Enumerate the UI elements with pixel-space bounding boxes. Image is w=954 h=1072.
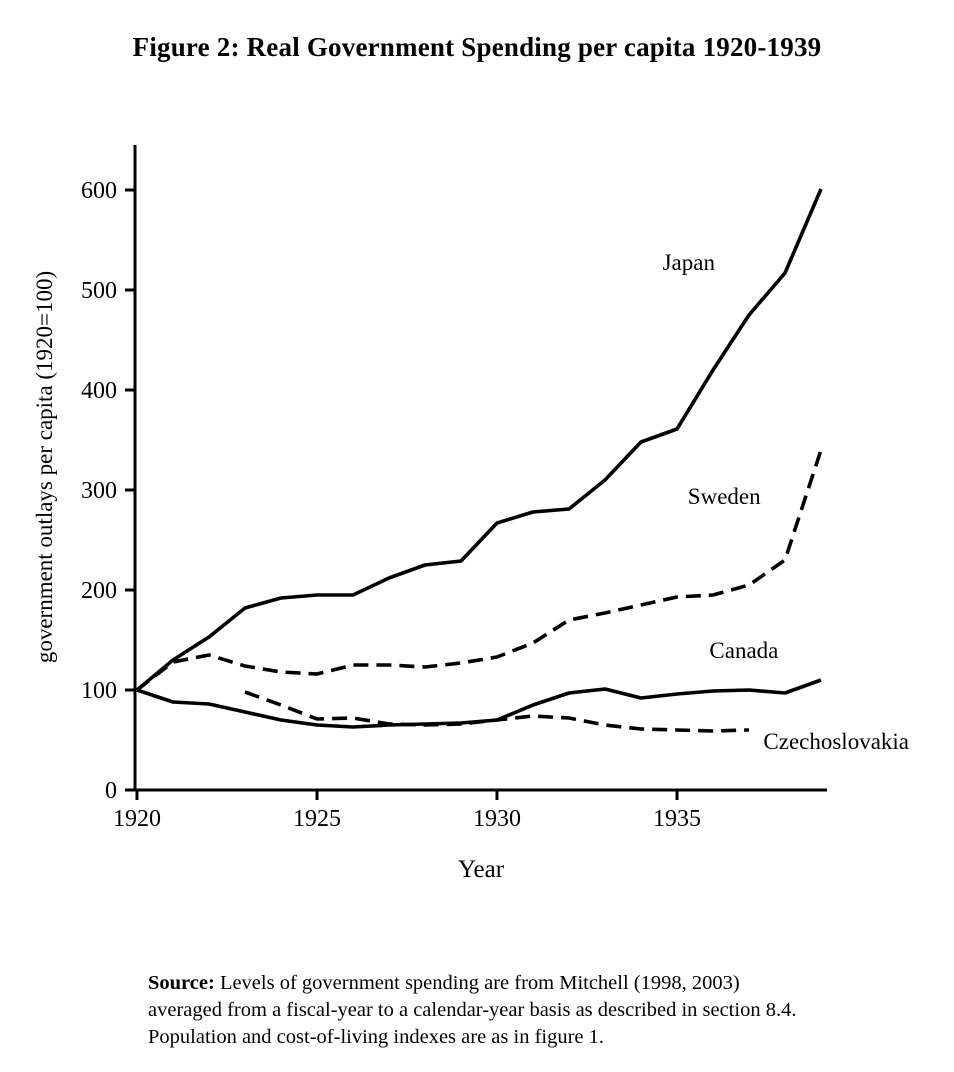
source-text: Levels of government spending are from M… [148,972,797,1049]
x-tick-label: 1935 [653,806,701,832]
y-tick-label: 300 [81,478,117,504]
series-line-czechoslovakia [244,690,750,733]
y-tick-label: 500 [81,278,117,304]
y-axis-title: government outlays per capita (1920=100) [32,271,57,663]
y-tick-label: 400 [81,378,117,404]
series-line-japan [135,188,823,692]
series-label-czechoslovakia: Czechoslovakia [763,729,909,754]
series-line-sweden [135,449,823,692]
x-tick-label: 1930 [473,806,521,832]
line-chart: 0 100 200 300 400 500 600 1920 1925 1930 1935 gover… [32,145,909,883]
y-tick-label: 100 [81,678,117,704]
series-label-canada: Canada [709,638,778,663]
series-label-sweden: Sweden [688,484,761,509]
source-label: Source: [148,972,215,994]
source-note: Source: Levels of government spending ar… [148,970,810,1051]
y-tick-label: 600 [81,178,117,204]
series-label-japan: Japan [663,250,716,275]
y-tick-label: 200 [81,578,117,604]
y-tick-label: 0 [105,778,117,804]
x-tick-label: 1920 [113,806,161,832]
x-axis-title: Year [458,856,505,883]
figure-title: Figure 2: Real Government Spending per c… [132,32,822,62]
series-line-canada [136,678,822,729]
x-tick-label: 1925 [293,806,341,832]
